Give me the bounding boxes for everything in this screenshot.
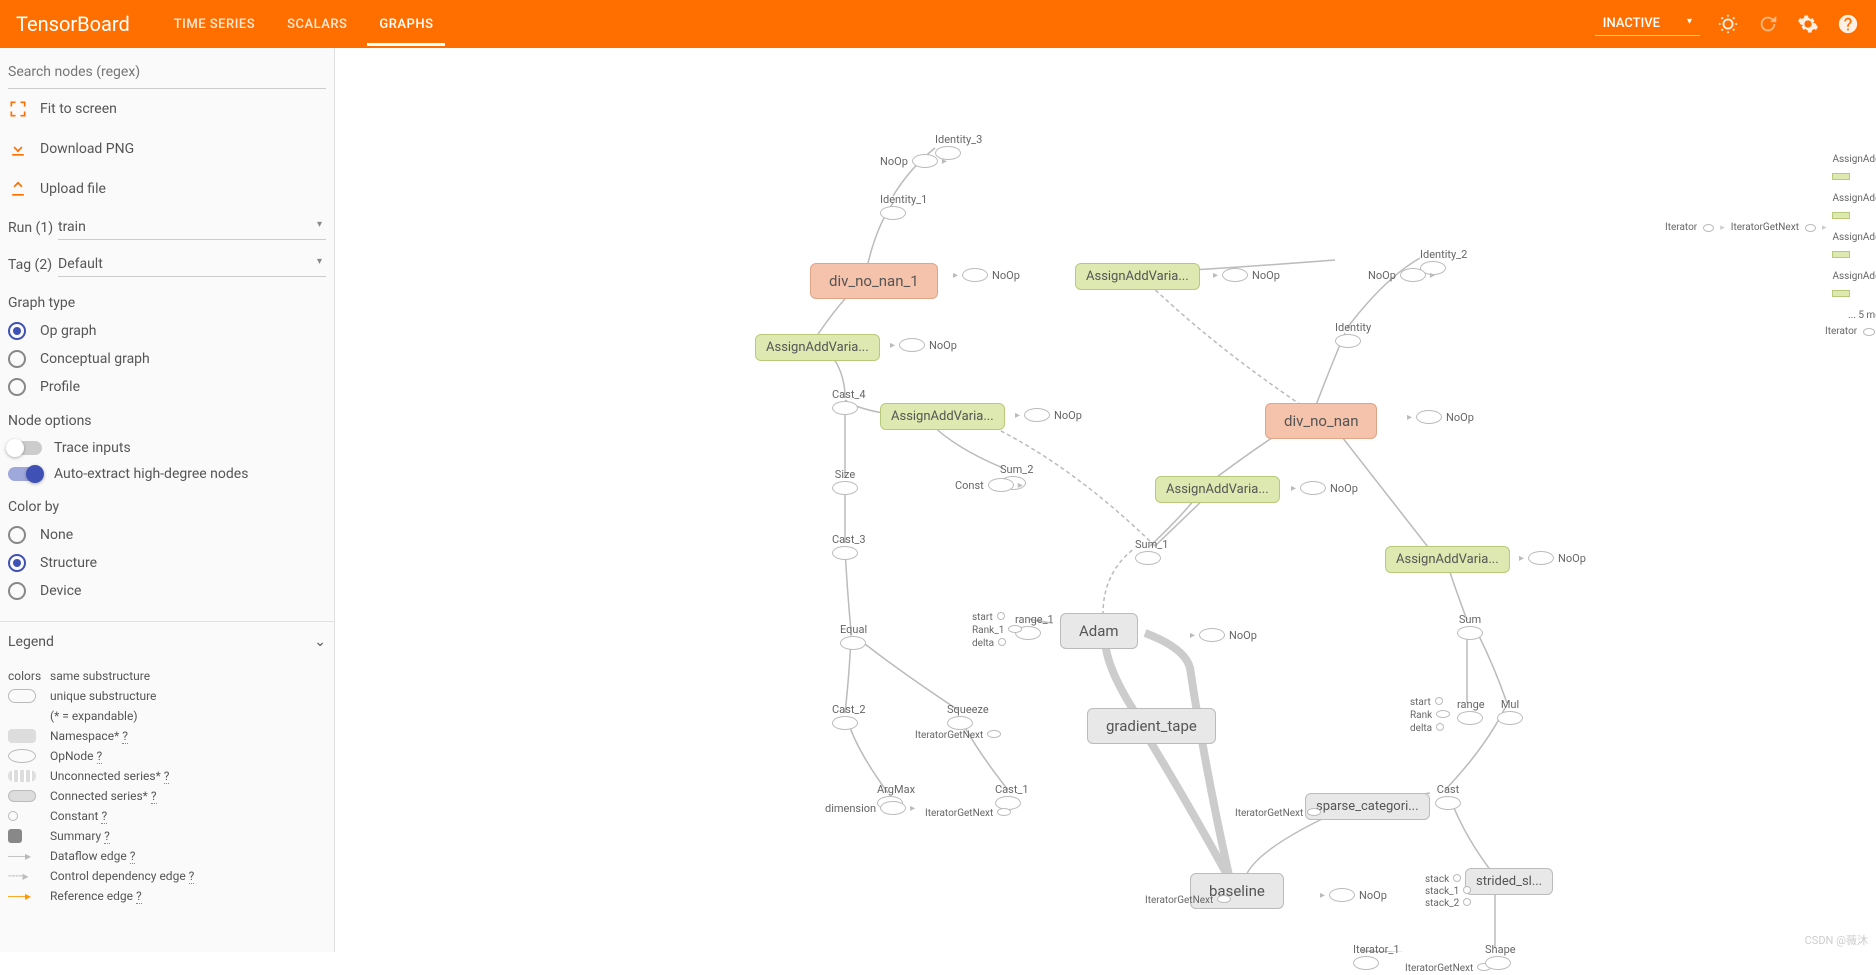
legend-cs: Connected series* ? — [8, 786, 326, 806]
sidebar: Fit to screenDownload PNGUpload file Run… — [0, 48, 335, 952]
legend-op: OpNode ? — [8, 746, 326, 766]
op-node[interactable]: Cast_4 — [832, 388, 866, 415]
graph-edges — [335, 48, 1876, 952]
node-div_no_nan_1[interactable]: div_no_nan_1 — [810, 263, 938, 299]
tab-scalars[interactable]: SCALARS — [275, 3, 359, 46]
radio-device[interactable]: Device — [8, 577, 326, 605]
small-node[interactable]: IteratorGetNext — [1235, 801, 1321, 820]
node-gradient_tape[interactable]: gradient_tape — [1087, 708, 1216, 744]
node-div_no_nan[interactable]: div_no_nan — [1265, 403, 1377, 439]
logo: TensorBoard — [16, 12, 130, 36]
op-node[interactable]: range — [1457, 698, 1485, 725]
small-node[interactable]: stack_2 — [1425, 891, 1471, 910]
node-assign1[interactable]: AssignAddVaria... — [755, 334, 880, 361]
chevron-down-icon: ⌄ — [314, 634, 326, 650]
node-assign3[interactable]: AssignAddVaria... — [1075, 263, 1200, 290]
radio-conceptual-graph[interactable]: Conceptual graph — [8, 345, 326, 373]
radio-profile[interactable]: Profile — [8, 373, 326, 401]
op-node[interactable]: Cast_2 — [832, 703, 866, 730]
op-node[interactable]: Shape — [1485, 943, 1516, 970]
app-header: TensorBoard TIME SERIES SCALARS GRAPHS I… — [0, 0, 1876, 48]
fit-icon — [8, 99, 40, 119]
radio-structure[interactable]: Structure — [8, 549, 326, 577]
op-node[interactable]: Equal — [840, 623, 867, 650]
legend-cd: ╌╌▸Control dependency edge ? — [8, 866, 326, 886]
small-node[interactable]: IteratorGetNext — [915, 723, 1001, 742]
op-node[interactable]: NoOp▸ — [1368, 268, 1435, 282]
search-input[interactable] — [8, 56, 326, 89]
action-download[interactable]: Download PNG — [8, 129, 326, 169]
radio-op-graph[interactable]: Op graph — [8, 317, 326, 345]
small-node[interactable]: IteratorGetNext — [1145, 888, 1231, 907]
graph-canvas[interactable]: div_no_nan_1 AssignAddVaria... AssignAddVa… — [335, 48, 1876, 952]
auto-extract-toggle[interactable]: Auto-extract high-degree nodes — [8, 461, 326, 487]
watermark: CSDN @薇沐 — [1805, 932, 1868, 948]
op-node[interactable]: Cast_3 — [832, 533, 866, 560]
action-fit[interactable]: Fit to screen — [8, 89, 326, 129]
small-node[interactable]: delta — [1410, 716, 1444, 735]
op-node[interactable]: ▸NoOp — [1213, 268, 1280, 282]
node-strided[interactable]: strided_sl... — [1465, 868, 1553, 895]
tag-select[interactable]: Tag (2) Default — [8, 246, 326, 283]
help-icon[interactable] — [1836, 12, 1860, 36]
op-node[interactable]: Size — [832, 468, 858, 495]
op-node[interactable]: Mul — [1497, 698, 1523, 725]
op-node[interactable]: Cast — [1435, 783, 1461, 810]
tab-time-series[interactable]: TIME SERIES — [162, 3, 267, 46]
small-node[interactable]: IteratorGetNext — [1405, 956, 1491, 975]
legend-sum: Summary ? — [8, 826, 326, 846]
legend-header[interactable]: Legend⌄ — [0, 622, 334, 662]
op-node[interactable]: Sum — [1457, 613, 1483, 640]
legend-ns: Namespace* ? — [8, 726, 326, 746]
op-node[interactable]: Identity_1 — [880, 193, 927, 220]
run-select[interactable]: Run (1) train — [8, 209, 326, 246]
small-node[interactable]: IteratorGetNext — [925, 801, 1011, 820]
trace-inputs-toggle[interactable]: Trace inputs — [8, 435, 326, 461]
op-node[interactable]: ▸NoOp — [1291, 481, 1358, 495]
download-icon — [8, 139, 40, 159]
legend-panel: Legend⌄ colorssame substructureunique su… — [0, 621, 334, 910]
legend-const: Constant ? — [8, 806, 326, 826]
tab-graphs[interactable]: GRAPHS — [367, 3, 445, 46]
op-node[interactable]: NoOp▸ — [880, 154, 947, 168]
color-by-title: Color by — [8, 487, 326, 521]
graph-type-title: Graph type — [8, 283, 326, 317]
node-sparse[interactable]: sparse_categori... — [1305, 793, 1430, 820]
action-upload[interactable]: Upload file — [8, 169, 326, 209]
op-node[interactable]: Sum_1 — [1135, 538, 1168, 565]
op-node[interactable]: ▸NoOp — [953, 268, 1020, 282]
settings-icon[interactable] — [1796, 12, 1820, 36]
op-node[interactable]: ▸NoOp — [1320, 888, 1387, 902]
radio-none[interactable]: None — [8, 521, 326, 549]
node-assign4[interactable]: AssignAddVaria... — [1155, 476, 1280, 503]
legend-ref: ──▸Reference edge ? — [8, 886, 326, 906]
tabs: TIME SERIES SCALARS GRAPHS — [162, 3, 446, 46]
op-node[interactable]: ▸NoOp — [1519, 551, 1586, 565]
op-node[interactable]: Const▸ — [955, 478, 1023, 492]
node-adam[interactable]: Adam — [1060, 613, 1138, 649]
op-node[interactable]: ▸NoOp — [1190, 628, 1257, 642]
upload-icon — [8, 179, 40, 199]
refresh-icon[interactable] — [1756, 12, 1780, 36]
small-node[interactable]: delta — [972, 631, 1006, 650]
node-assign2[interactable]: AssignAddVaria... — [880, 403, 1005, 430]
status-dropdown[interactable]: INACTIVE — [1595, 12, 1700, 36]
side-cluster[interactable]: Iterator▸IteratorG...▸ NoOp▸ baseline▸ s… — [1825, 253, 1876, 410]
op-node[interactable]: dimension▸ — [825, 801, 915, 815]
legend-df: ──▸Dataflow edge ? — [8, 846, 326, 866]
brightness-icon[interactable] — [1716, 12, 1740, 36]
op-node[interactable]: ▸NoOp — [1015, 408, 1082, 422]
op-node[interactable]: ▸NoOp — [890, 338, 957, 352]
legend-us: Unconnected series* ? — [8, 766, 326, 786]
node-assign5[interactable]: AssignAddVaria... — [1385, 546, 1510, 573]
op-node[interactable]: ▸NoOp — [1407, 410, 1474, 424]
legend-star: (* = expandable) — [8, 706, 326, 726]
legend-unique: unique substructure — [8, 686, 326, 706]
op-node[interactable]: Iterator_1 — [1353, 943, 1400, 970]
node-options-title: Node options — [8, 401, 326, 435]
op-node[interactable]: Identity — [1335, 321, 1371, 348]
